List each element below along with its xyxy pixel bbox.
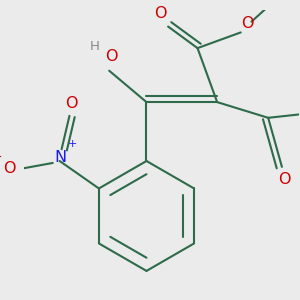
Text: O: O [278, 172, 290, 187]
Text: O: O [154, 6, 167, 21]
Text: O: O [3, 161, 16, 176]
Text: N: N [55, 150, 67, 165]
Text: O: O [65, 96, 78, 111]
Text: O: O [241, 16, 254, 31]
Text: +: + [68, 139, 77, 149]
Text: O: O [105, 50, 117, 64]
Text: −: − [0, 151, 2, 164]
Text: H: H [89, 40, 99, 53]
